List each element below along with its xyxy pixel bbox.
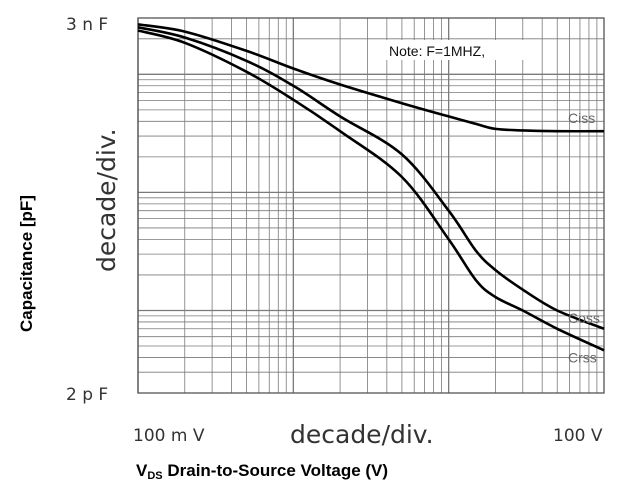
x-axis-title: VDS Drain-to-Source Voltage (V) — [136, 461, 388, 482]
x-axis-title-sub: DS — [147, 470, 162, 482]
curves: Ciss Coss Crss — [137, 23, 605, 365]
x-axis-title-rest: Drain-to-Source Voltage (V) — [163, 461, 388, 480]
x-tick-right: 100 V — [553, 426, 603, 446]
y-scale-label: decade/div. — [92, 128, 121, 272]
x-tick-left: 100 m V — [133, 426, 205, 446]
y-axis-title: Capacitance [pF] — [17, 195, 36, 332]
note-text: Note: F=1MHZ, — [389, 43, 485, 59]
y-tick-top: 3 n F — [66, 15, 108, 35]
series-crss-line — [137, 29, 605, 352]
series-ciss-line — [137, 23, 605, 133]
plot-frame — [137, 17, 605, 394]
x-axis-title-main: V — [136, 461, 148, 480]
x-scale-label: decade/div. — [290, 420, 434, 449]
note-background — [386, 40, 526, 60]
series-ciss-label: Ciss — [568, 110, 595, 126]
series-coss-label: Coss — [568, 310, 600, 326]
y-tick-bottom: 2 p F — [66, 385, 108, 405]
series-coss-line — [137, 26, 605, 331]
series-crss-label: Crss — [568, 349, 597, 365]
grid — [137, 17, 605, 394]
